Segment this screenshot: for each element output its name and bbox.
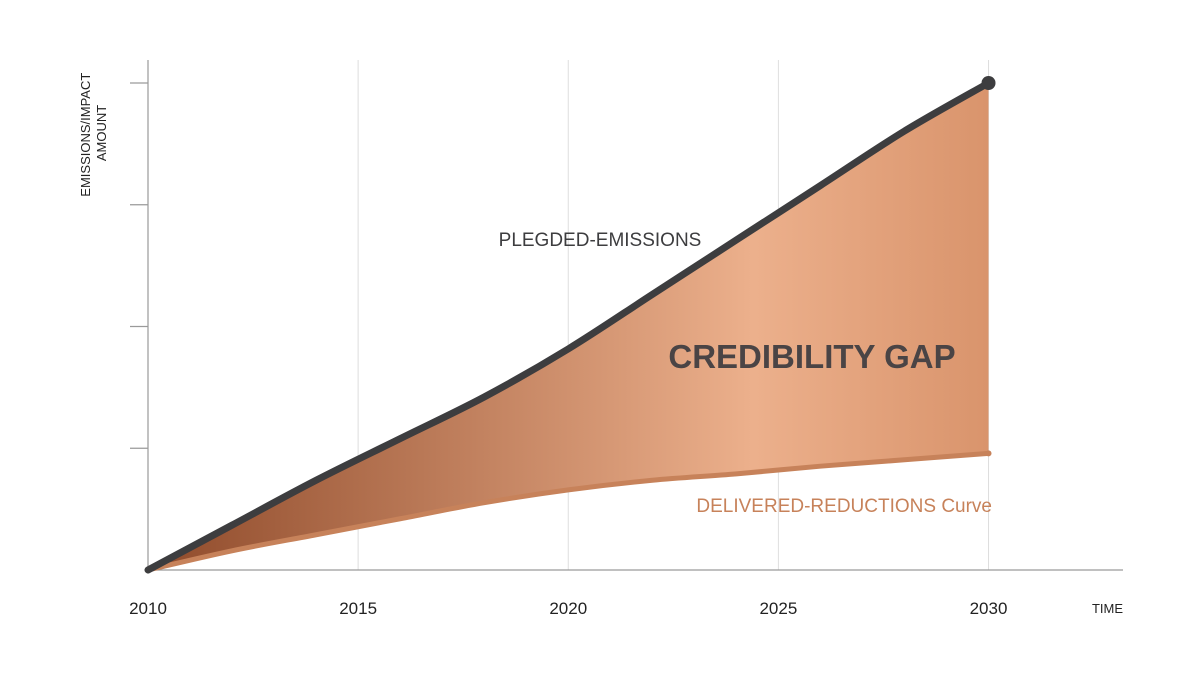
credibility-gap-area	[148, 83, 989, 570]
x-tick-label-2025: 2025	[759, 599, 797, 618]
x-axis-title: TIME	[1092, 601, 1123, 616]
credibility-gap-label: CREDIBILITY GAP	[668, 338, 955, 375]
pledged-emissions-endpoint	[981, 76, 996, 90]
y-axis-title-line-2: AMOUNT	[94, 105, 109, 161]
pledged-emissions-line	[144, 79, 993, 574]
chart-labels: EMISSIONS/IMPACT AMOUNT TIME PLEGDED-EMI…	[78, 69, 1123, 616]
x-tick-label-2030: 2030	[970, 599, 1008, 618]
x-tick-label-2010: 2010	[129, 599, 167, 618]
delivered-reductions-label: DELIVERED-REDUCTIONS Curve	[696, 496, 992, 517]
gap-area-layer	[148, 83, 989, 570]
delivered-reductions-line	[145, 450, 992, 573]
delivered-reductions-endpoint	[985, 450, 992, 457]
series-lines	[144, 76, 996, 574]
pledged-emissions-label: PLEGDED-EMISSIONS	[499, 230, 702, 251]
axes: 2010 2015 2020 2025 2030	[129, 60, 1123, 618]
x-tick-label-2020: 2020	[549, 599, 587, 618]
x-tick-label-2015: 2015	[339, 599, 377, 618]
y-axis-title-line-1: EMISSIONS/IMPACT	[78, 73, 93, 197]
y-axis-title: EMISSIONS/IMPACT AMOUNT	[78, 69, 109, 196]
